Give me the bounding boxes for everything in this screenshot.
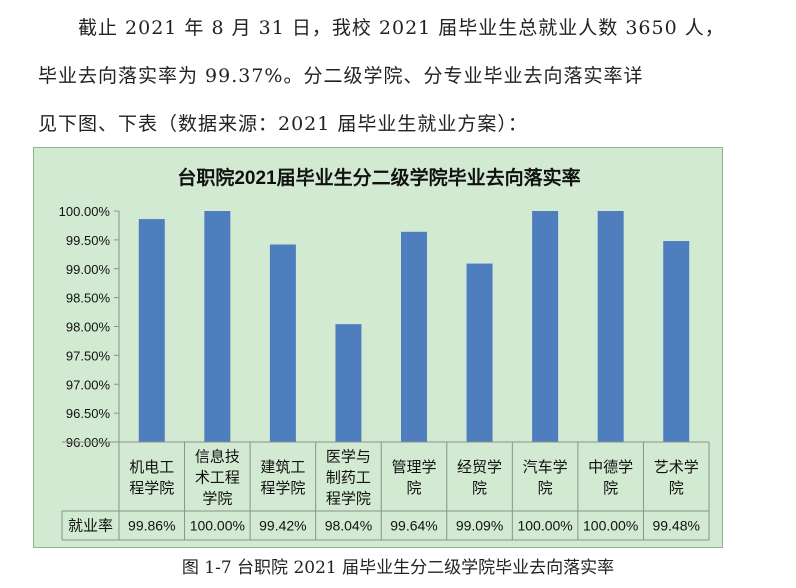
- value-label: 99.64%: [390, 518, 437, 534]
- y-tick-label: 99.50%: [66, 233, 111, 248]
- category-label: 机电工: [129, 459, 174, 476]
- category-label: 信息技: [195, 449, 240, 466]
- bar: [663, 241, 690, 442]
- y-tick-label: 98.50%: [66, 291, 111, 306]
- category-label: 院: [472, 479, 487, 497]
- intro-paragraph: 截止 2021 年 8 月 31 日，我校 2021 届毕业生总就业人数 365…: [38, 4, 778, 148]
- paragraph-line-2: 毕业去向落实率为 99.37%。分二级学院、分专业毕业去向落实率详: [38, 65, 644, 87]
- category-label: 程学院: [326, 490, 371, 508]
- bar: [204, 211, 231, 442]
- paragraph-line-3: 见下图、下表（数据来源：2021 届毕业生就业方案）：: [38, 113, 528, 135]
- category-label: 管理学: [391, 459, 436, 476]
- value-label: 98.04%: [325, 518, 372, 534]
- chart-title: 台职院2021届毕业生分二级学院毕业去向落实率: [177, 166, 580, 189]
- y-tick-label: 100.00%: [59, 204, 111, 219]
- category-label: 医学与: [326, 449, 371, 466]
- category-label: 中德学: [588, 458, 633, 476]
- table-row-label: 就业率: [68, 518, 113, 535]
- y-tick-label: 96.50%: [66, 406, 111, 421]
- value-label: 100.00%: [583, 518, 638, 534]
- y-tick-label: 97.00%: [66, 377, 111, 392]
- category-label: 艺术学: [654, 459, 699, 476]
- category-label: 院: [538, 479, 553, 497]
- category-label: 经贸学: [457, 459, 502, 476]
- value-label: 100.00%: [190, 518, 245, 534]
- category-label: 建筑工: [260, 459, 305, 476]
- value-label: 99.86%: [128, 518, 175, 534]
- value-label: 100.00%: [517, 518, 572, 534]
- y-tick-label: 98.00%: [66, 320, 111, 335]
- category-label: 程学院: [260, 479, 305, 497]
- category-label: 院: [406, 479, 421, 497]
- paragraph-line-1: 截止 2021 年 8 月 31 日，我校 2021 届毕业生总就业人数 365…: [78, 17, 725, 39]
- bar: [269, 244, 296, 442]
- category-label: 院: [603, 479, 618, 497]
- category-label: 学院: [202, 490, 232, 508]
- bar: [401, 231, 427, 442]
- category-label: 程学院: [129, 479, 174, 497]
- bar: [466, 263, 493, 442]
- category-label: 制药工: [326, 470, 371, 487]
- y-tick-label: 99.00%: [66, 262, 111, 277]
- bar: [597, 211, 624, 442]
- value-label: 99.48%: [652, 518, 699, 534]
- bar: [532, 211, 559, 442]
- chart-panel: 台职院2021届毕业生分二级学院毕业去向落实率 96.00% 96.50% 97.00…: [33, 147, 723, 548]
- y-tick-label: 97.50%: [66, 348, 111, 363]
- bar-chart: 台职院2021届毕业生分二级学院毕业去向落实率96.00%96.50%97.00…: [59, 166, 710, 541]
- figure-caption: 图 1-7 台职院 2021 届毕业生分二级学院毕业去向落实率: [181, 558, 615, 578]
- bar: [335, 324, 362, 442]
- category-label: 院: [669, 479, 684, 497]
- value-label: 99.09%: [456, 518, 503, 534]
- category-label: 汽车学: [523, 459, 568, 476]
- bar: [138, 219, 165, 442]
- category-label: 术工程: [195, 470, 240, 487]
- value-label: 99.42%: [259, 518, 306, 534]
